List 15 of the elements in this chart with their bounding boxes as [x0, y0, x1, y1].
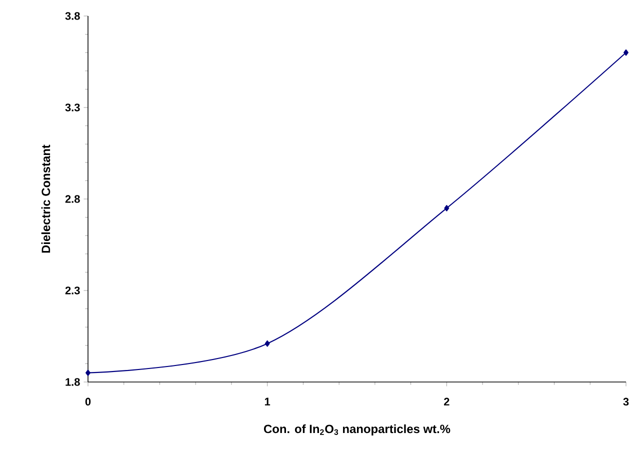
y-tick-label: 2.8 [65, 195, 80, 203]
point [86, 370, 90, 376]
y-axis-title: Dielectric Constant [41, 144, 50, 253]
y-tick-label: 2.3 [65, 286, 80, 294]
y-tick-label: 3.3 [65, 104, 80, 112]
x-tick-label: 3 [623, 398, 629, 406]
x-axis-title: Con. of In$_{2}$O$_{3}$ nanoparticles wt.% [264, 424, 450, 436]
x-tick-label: 2 [444, 398, 450, 406]
x-tick-label: 0 [85, 398, 91, 406]
point [624, 49, 628, 56]
x-tick-label: 1 [264, 398, 270, 406]
point [264, 340, 270, 347]
y-tick-label: 1.8 [66, 378, 80, 386]
point [444, 205, 450, 212]
y-tick-label: 3.8 [65, 12, 80, 20]
